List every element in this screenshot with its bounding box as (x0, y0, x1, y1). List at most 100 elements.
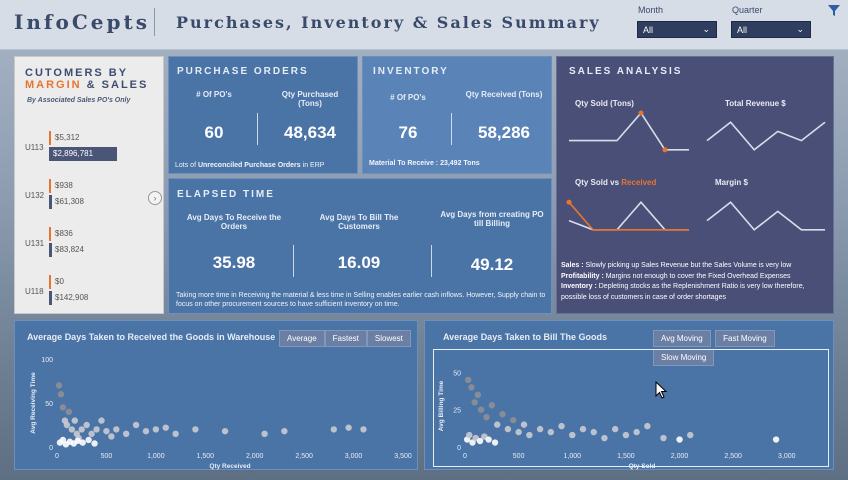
scatter-point[interactable] (78, 426, 85, 433)
scatter-point[interactable] (474, 391, 482, 399)
margin-bar[interactable] (49, 131, 51, 145)
slowest-button[interactable]: Slowest (366, 330, 411, 347)
scatter-point[interactable] (491, 439, 499, 446)
sales-bar[interactable] (49, 291, 53, 305)
kpi-label: Qty Received (Tons) (465, 90, 543, 99)
scatter-point[interactable] (488, 402, 496, 409)
scatter-point[interactable] (123, 430, 130, 437)
scatter-point[interactable] (88, 430, 95, 437)
scatter-point[interactable] (57, 391, 65, 398)
scatter-point[interactable] (483, 413, 490, 421)
scatter-point[interactable] (172, 430, 179, 437)
footer-text: in ERP (300, 162, 325, 169)
avg-moving-button[interactable]: Avg Moving (653, 330, 711, 347)
scatter-point[interactable] (261, 430, 268, 437)
sales-bar[interactable] (49, 243, 52, 257)
scatter-point[interactable] (83, 421, 90, 429)
x-tick-label: 500 (513, 453, 525, 460)
scatter-point[interactable] (520, 421, 528, 428)
scatter-point[interactable] (79, 439, 86, 446)
scatter-point[interactable] (465, 376, 472, 384)
scatter-point[interactable] (55, 382, 63, 389)
margin-bar[interactable] (49, 227, 51, 241)
kpi-label: Avg Days To Receive the Orders (186, 213, 282, 231)
scatter-point[interactable] (98, 417, 105, 424)
scatter-point[interactable] (536, 425, 544, 433)
scatter-point[interactable] (360, 426, 367, 433)
sales-bar[interactable] (49, 147, 117, 161)
scatter-point[interactable] (103, 427, 110, 435)
scatter-point[interactable] (132, 421, 140, 429)
sales-bar[interactable] (49, 195, 52, 209)
x-tick-label: 500 (101, 453, 113, 460)
sales-note-sales: Sales : Slowly picking up Sales Revenue … (561, 261, 831, 272)
scatter-point[interactable] (499, 411, 506, 418)
quarter-filter-select[interactable]: All ⌄ (731, 21, 811, 38)
scatter-point[interactable] (152, 426, 160, 433)
scatter-point[interactable] (485, 436, 492, 443)
scatter-point[interactable] (687, 431, 694, 439)
scatter-point[interactable] (510, 416, 517, 424)
spark-point (662, 147, 668, 153)
scatter-point[interactable] (68, 426, 76, 433)
scatter-point[interactable] (63, 421, 71, 429)
scatter-point[interactable] (74, 437, 81, 445)
scatter-point[interactable] (644, 422, 651, 430)
spark-label-accent: Received (621, 178, 657, 187)
scatter-point[interactable] (162, 424, 169, 431)
scatter-point[interactable] (469, 439, 476, 446)
scatter-point[interactable] (192, 426, 199, 433)
scatter-point[interactable] (59, 404, 67, 411)
month-filter-select[interactable]: All ⌄ (637, 21, 717, 38)
scatter-point[interactable] (569, 431, 576, 439)
filter-pane-icon[interactable] (826, 2, 844, 20)
footer-text: Lots of (175, 162, 198, 169)
scatter-point[interactable] (113, 426, 120, 433)
receiving-scatter-panel: Average Days Taken to Received the Goods… (14, 320, 418, 470)
scatter-point[interactable] (772, 436, 780, 443)
scatter-point[interactable] (91, 440, 98, 447)
chevron-right-icon[interactable]: › (148, 191, 162, 205)
margin-bar[interactable] (49, 179, 51, 193)
scatter-point[interactable] (476, 437, 484, 445)
scatter-point[interactable] (466, 431, 473, 439)
kpi-value: 16.09 (337, 253, 381, 272)
scatter-point[interactable] (547, 428, 555, 436)
scatter-point[interactable] (558, 422, 565, 430)
scatter-point[interactable] (142, 427, 150, 435)
x-axis-title: Qty Received (209, 463, 250, 470)
scatter-point[interactable] (71, 417, 78, 424)
scatter-point[interactable] (579, 425, 587, 433)
scatter-point[interactable] (515, 428, 522, 436)
scatter-point[interactable] (471, 399, 478, 406)
scatter-point[interactable] (493, 421, 501, 428)
scatter-point[interactable] (65, 408, 73, 415)
selected-visual-frame (433, 349, 829, 467)
scatter-point[interactable] (108, 433, 115, 440)
scatter-point[interactable] (660, 434, 667, 442)
margin-bar[interactable] (49, 275, 51, 289)
scatter-point[interactable] (221, 427, 229, 435)
scatter-point[interactable] (676, 436, 683, 443)
scatter-point[interactable] (468, 384, 475, 391)
billing-scatter-panel: Average Days Taken to Bill The Goods Avg… (424, 320, 834, 470)
spark-label-margin: Margin $ (715, 178, 748, 187)
scatter-point[interactable] (93, 426, 100, 433)
scatter-point[interactable] (330, 426, 337, 433)
scatter-point[interactable] (85, 436, 92, 444)
scatter-point[interactable] (601, 434, 608, 442)
scatter-point[interactable] (345, 424, 352, 431)
scatter-point[interactable] (590, 428, 597, 436)
scatter-point[interactable] (611, 425, 619, 433)
scatter-point[interactable] (477, 406, 485, 413)
elapsed-time-footer: Taking more time in Receiving the materi… (176, 292, 546, 308)
scatter-point[interactable] (633, 428, 640, 436)
fastest-button[interactable]: Fastest (324, 330, 367, 347)
fast-moving-button[interactable]: Fast Moving (715, 330, 775, 347)
average-button[interactable]: Average (279, 330, 325, 347)
scatter-point[interactable] (504, 425, 512, 433)
scatter-point[interactable] (281, 427, 288, 435)
scatter-point[interactable] (622, 431, 630, 439)
scatter-point[interactable] (526, 431, 533, 439)
kpi-label: Qty Purchased (Tons) (281, 90, 339, 108)
